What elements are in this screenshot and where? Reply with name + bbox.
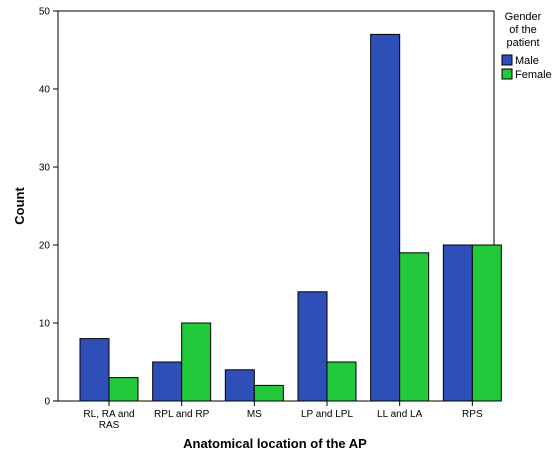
legend-swatch-female <box>501 68 513 80</box>
y-tick-label: 40 <box>39 85 51 96</box>
y-tick-label: 50 <box>39 7 51 18</box>
x-tick-label: RL, RA and <box>83 409 134 420</box>
bar-male <box>297 291 328 402</box>
bar-male <box>370 33 401 402</box>
legend-swatch-male <box>501 54 513 66</box>
bar-male <box>152 361 183 402</box>
y-tick-label: 30 <box>39 163 51 174</box>
bar-female <box>326 361 357 402</box>
x-tick-label: RAS <box>99 420 120 431</box>
x-tick-label: RPS <box>462 409 483 420</box>
y-axis-title: Count <box>12 187 27 225</box>
legend-label-male: Male <box>515 55 539 67</box>
bar-male <box>442 244 473 402</box>
y-tick-label: 0 <box>44 397 50 408</box>
x-tick-label: MS <box>247 409 262 420</box>
legend-title: of the <box>509 24 537 36</box>
legend-title: patient <box>506 37 539 49</box>
x-tick-label: LP and LPL <box>301 409 354 420</box>
bar-female <box>253 384 284 402</box>
x-axis-title: Anatomical location of the AP <box>183 436 367 451</box>
x-tick-label: RPL and RP <box>154 409 210 420</box>
bar-female <box>471 244 502 402</box>
bar-female <box>181 322 212 402</box>
bar-male <box>224 369 255 402</box>
bars <box>79 33 502 402</box>
bar-female <box>108 377 139 402</box>
y-tick-label: 10 <box>39 319 51 330</box>
legend-label-female: Female <box>515 69 552 81</box>
y-tick-label: 20 <box>39 241 51 252</box>
legend-title: Gender <box>505 11 542 23</box>
x-tick-label: LL and LA <box>377 409 423 420</box>
bar-male <box>79 338 110 402</box>
y-axis: 0 10 20 30 40 50 <box>39 7 58 408</box>
bar-female <box>399 252 430 402</box>
